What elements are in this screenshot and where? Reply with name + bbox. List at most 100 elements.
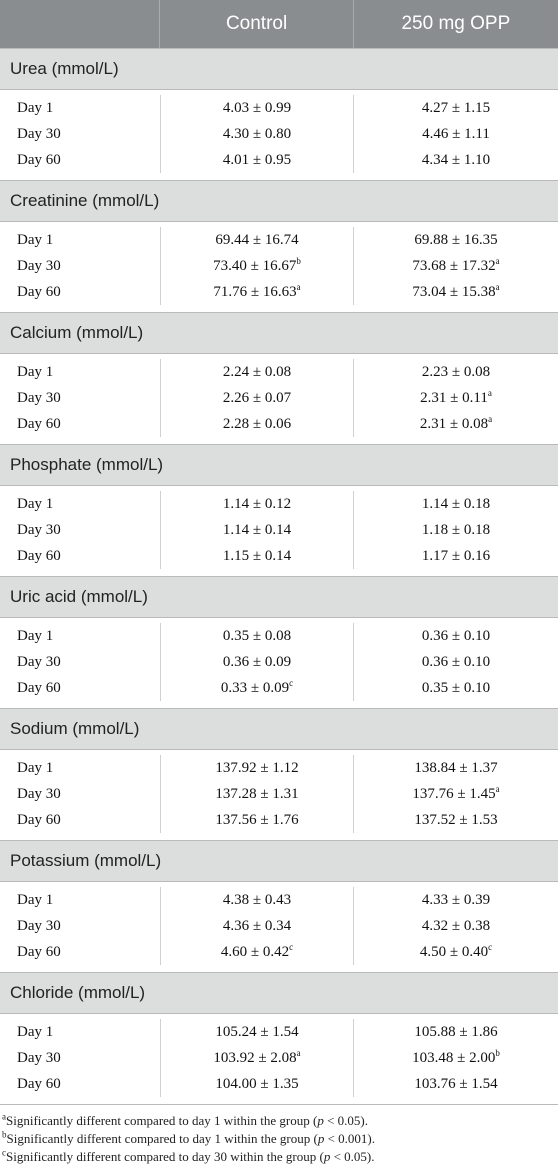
opp-value: 2.23 ± 0.08 xyxy=(421,364,491,380)
opp-value-cell: 137.76 ± 1.45a xyxy=(353,781,558,807)
table-row: Day 1 4.03 ± 0.99 4.27 ± 1.15 xyxy=(0,95,558,121)
control-value-cell: 4.36 ± 0.34 xyxy=(160,913,353,939)
opp-value: 1.17 ± 0.16 xyxy=(421,548,491,564)
table-row: Day 60 104.00 ± 1.35 103.76 ± 1.54 xyxy=(0,1071,558,1097)
control-value-cell: 0.35 ± 0.08 xyxy=(160,623,353,649)
row-label: Day 60 xyxy=(17,811,61,828)
opp-value-cell: 1.18 ± 0.18 xyxy=(353,517,558,543)
control-value-cell: 104.00 ± 1.35 xyxy=(160,1071,353,1097)
control-value: 1.15 ± 0.14 xyxy=(222,548,292,564)
control-value-cell: 137.56 ± 1.76 xyxy=(160,807,353,833)
header-opp: 250 mg OPP xyxy=(352,0,558,48)
opp-value-cell: 2.31 ± 0.08a xyxy=(353,411,558,437)
opp-value: 73.04 ± 15.38 xyxy=(412,284,496,300)
row-label: Day 1 xyxy=(17,627,54,644)
control-value-cell: 4.01 ± 0.95 xyxy=(160,147,353,173)
control-value: 4.60 ± 0.42 xyxy=(220,944,290,960)
table-row: Day 1 137.92 ± 1.12 138.84 ± 1.37 xyxy=(0,755,558,781)
opp-value: 103.76 ± 1.54 xyxy=(414,1076,498,1092)
control-value-cell: 71.76 ± 16.63a xyxy=(160,279,353,305)
opp-value: 2.31 ± 0.08 xyxy=(419,416,489,432)
control-value-cell: 1.14 ± 0.12 xyxy=(160,491,353,517)
opp-value-cell: 1.17 ± 0.16 xyxy=(353,543,558,569)
control-significance-mark: b xyxy=(296,256,301,266)
table-row: Day 1 105.24 ± 1.54 105.88 ± 1.86 xyxy=(0,1019,558,1045)
opp-value: 0.35 ± 0.10 xyxy=(421,680,491,696)
opp-significance-mark: a xyxy=(495,282,500,292)
row-label: Day 30 xyxy=(17,785,61,802)
opp-value-cell: 137.52 ± 1.53 xyxy=(353,807,558,833)
row-label: Day 1 xyxy=(17,891,54,908)
control-value: 1.14 ± 0.12 xyxy=(222,496,292,512)
opp-value-cell: 0.36 ± 0.10 xyxy=(353,623,558,649)
section-title: Uric acid (mmol/L) xyxy=(0,576,558,618)
row-label: Day 30 xyxy=(17,1049,61,1066)
row-label: Day 30 xyxy=(17,257,61,274)
opp-value: 138.84 ± 1.37 xyxy=(414,760,498,776)
control-value: 1.14 ± 0.14 xyxy=(222,522,292,538)
opp-value-cell: 2.23 ± 0.08 xyxy=(353,359,558,385)
opp-value: 1.14 ± 0.18 xyxy=(421,496,491,512)
control-value-cell: 4.60 ± 0.42c xyxy=(160,939,353,965)
opp-value: 4.50 ± 0.40 xyxy=(419,944,489,960)
opp-value-cell: 2.31 ± 0.11a xyxy=(353,385,558,411)
row-label: Day 60 xyxy=(17,547,61,564)
control-value: 4.36 ± 0.34 xyxy=(222,918,292,934)
section-rows: Day 1 137.92 ± 1.12 138.84 ± 1.37 Day 30 137… xyxy=(0,750,558,840)
section-title: Phosphate (mmol/L) xyxy=(0,444,558,486)
row-label: Day 60 xyxy=(17,1075,61,1092)
opp-significance-mark: a xyxy=(495,256,500,266)
opp-significance-mark: b xyxy=(495,1048,500,1058)
control-value-cell: 4.38 ± 0.43 xyxy=(160,887,353,913)
opp-value-cell: 73.68 ± 17.32a xyxy=(353,253,558,279)
control-value: 4.30 ± 0.80 xyxy=(222,126,292,142)
control-value: 0.33 ± 0.09 xyxy=(220,680,290,696)
control-value: 73.40 ± 16.67 xyxy=(213,258,297,274)
control-value-cell: 2.24 ± 0.08 xyxy=(160,359,353,385)
opp-significance-mark: a xyxy=(488,414,493,424)
control-value: 4.01 ± 0.95 xyxy=(222,152,292,168)
opp-value-cell: 103.48 ± 2.00b xyxy=(353,1045,558,1071)
opp-value: 105.88 ± 1.86 xyxy=(414,1024,498,1040)
section-rows: Day 1 69.44 ± 16.74 69.88 ± 16.35 Day 30 73.… xyxy=(0,222,558,312)
section-rows: Day 1 4.38 ± 0.43 4.33 ± 0.39 Day 30 4.36 ± … xyxy=(0,882,558,972)
control-value: 71.76 ± 16.63 xyxy=(213,284,297,300)
table-row: Day 30 4.36 ± 0.34 4.32 ± 0.38 xyxy=(0,913,558,939)
section-rows: Day 1 0.35 ± 0.08 0.36 ± 0.10 Day 30 0.36 ± … xyxy=(0,618,558,708)
control-value-cell: 73.40 ± 16.67b xyxy=(160,253,353,279)
control-value: 104.00 ± 1.35 xyxy=(215,1076,299,1092)
row-label: Day 30 xyxy=(17,653,61,670)
opp-value-cell: 4.50 ± 0.40c xyxy=(353,939,558,965)
opp-value-cell: 4.34 ± 1.10 xyxy=(353,147,558,173)
row-label: Day 1 xyxy=(17,495,54,512)
opp-value-cell: 4.32 ± 0.38 xyxy=(353,913,558,939)
opp-value: 69.88 ± 16.35 xyxy=(414,232,498,248)
control-value-cell: 0.36 ± 0.09 xyxy=(160,649,353,675)
control-value: 2.24 ± 0.08 xyxy=(222,364,292,380)
opp-value: 4.32 ± 0.38 xyxy=(421,918,491,934)
control-value-cell: 1.14 ± 0.14 xyxy=(160,517,353,543)
control-value-cell: 4.03 ± 0.99 xyxy=(160,95,353,121)
section-title: Chloride (mmol/L) xyxy=(0,972,558,1014)
opp-value: 137.52 ± 1.53 xyxy=(414,812,498,828)
control-significance-mark: a xyxy=(296,1048,301,1058)
opp-value-cell: 73.04 ± 15.38a xyxy=(353,279,558,305)
opp-value: 2.31 ± 0.11 xyxy=(420,390,488,406)
row-label: Day 1 xyxy=(17,759,54,776)
control-value: 69.44 ± 16.74 xyxy=(215,232,299,248)
section-title: Creatinine (mmol/L) xyxy=(0,180,558,222)
table-row: Day 30 1.14 ± 0.14 1.18 ± 0.18 xyxy=(0,517,558,543)
table-row: Day 30 73.40 ± 16.67b 73.68 ± 17.32a xyxy=(0,253,558,279)
row-label: Day 1 xyxy=(17,99,54,116)
table-body: Urea (mmol/L) Day 1 4.03 ± 0.99 4.27 ± 1.15… xyxy=(0,48,558,1104)
opp-value: 1.18 ± 0.18 xyxy=(421,522,491,538)
section-rows: Day 1 2.24 ± 0.08 2.23 ± 0.08 Day 30 2.26 ± … xyxy=(0,354,558,444)
table-row: Day 1 2.24 ± 0.08 2.23 ± 0.08 xyxy=(0,359,558,385)
control-value: 137.28 ± 1.31 xyxy=(215,786,299,802)
section-title: Calcium (mmol/L) xyxy=(0,312,558,354)
header-blank-cell xyxy=(0,0,159,48)
control-significance-mark: a xyxy=(296,282,301,292)
opp-value: 0.36 ± 0.10 xyxy=(421,654,491,670)
section-title: Potassium (mmol/L) xyxy=(0,840,558,882)
opp-value: 73.68 ± 17.32 xyxy=(412,258,496,274)
